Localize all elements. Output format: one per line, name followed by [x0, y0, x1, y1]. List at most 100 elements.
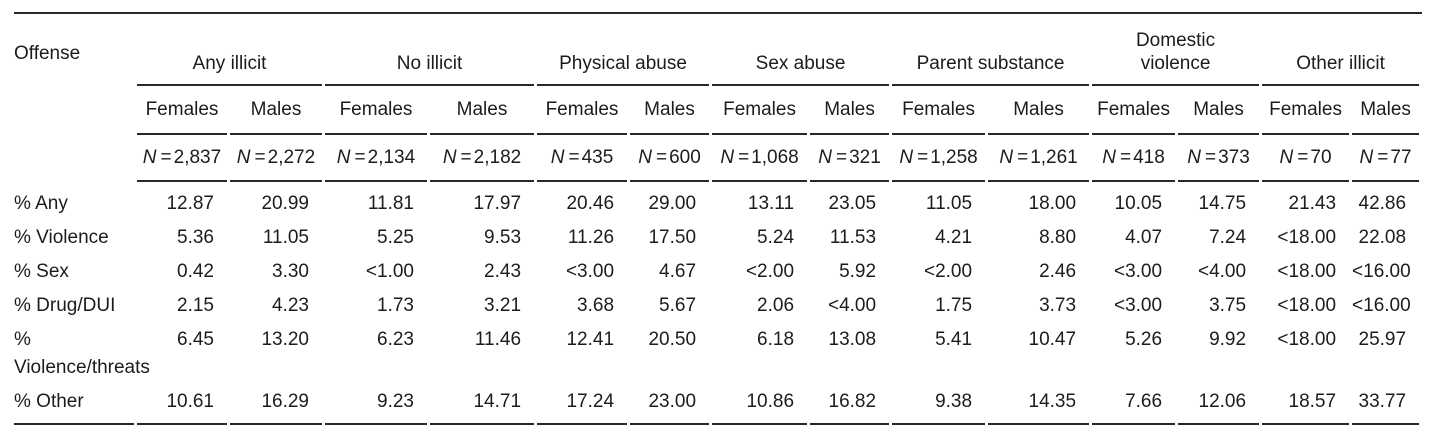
equals-sign: = — [1297, 147, 1309, 168]
group-header-label: Any illicit — [192, 53, 267, 74]
n-value: 70 — [1310, 147, 1332, 168]
group-header-any-illicit: Any illicit — [137, 14, 322, 86]
data-row-violence-threats: % Violence/threats 6.45 13.20 6.23 11.46 12.4… — [14, 323, 1419, 385]
data-cell: 20.46 — [566, 193, 615, 214]
data-cell: 14.35 — [988, 385, 1090, 425]
n-symbol: N — [999, 147, 1014, 168]
sex-header-no-illicit-females: Females — [325, 86, 427, 135]
data-cell: 4.23 — [272, 295, 309, 316]
n-symbol: N — [818, 147, 832, 168]
data-cell: 13.20 — [261, 329, 309, 350]
data-cell: 17.50 — [648, 227, 697, 248]
group-header-parent-substance: Parent substance — [892, 14, 1090, 86]
data-cell: 6.18 — [757, 329, 795, 350]
data-cell: 16.29 — [230, 385, 322, 425]
n-symbol: N — [336, 147, 351, 168]
data-cell: 3.68 — [577, 295, 615, 316]
data-cell: 23.00 — [630, 385, 710, 425]
data-cell: 18.00 — [1028, 193, 1077, 214]
equals-sign: = — [1377, 147, 1389, 168]
data-cell: 10.61 — [137, 385, 227, 425]
sample-size-no-illicit-females: N = 2,134 — [325, 135, 427, 182]
data-cell: 13.08 — [828, 329, 877, 350]
n-symbol: N — [236, 147, 251, 168]
sex-header-physical-abuse-females: Females — [537, 86, 628, 135]
data-cell: 5.25 — [377, 227, 414, 248]
data-cell: 0.42 — [177, 261, 214, 282]
data-cell: 5.41 — [935, 329, 973, 350]
row-label: % Sex — [14, 261, 69, 282]
n-value: 2,182 — [473, 147, 522, 168]
data-cell: 10.47 — [1028, 329, 1077, 350]
data-cell: 2.15 — [177, 295, 214, 316]
n-value: 321 — [849, 147, 881, 168]
data-cell: 22.08 — [1358, 227, 1407, 248]
sample-size-physical-abuse-males: N = 600 — [630, 135, 710, 182]
data-cell: 11.05 — [262, 227, 309, 248]
data-cell: 11.46 — [474, 329, 522, 350]
sex-header-sex-abuse-females: Females — [712, 86, 808, 135]
data-cell: 6.23 — [377, 329, 414, 350]
sex-header-parent-substance-males: Males — [988, 86, 1090, 135]
group-header-sex-abuse: Sex abuse — [712, 14, 890, 86]
data-cell: 11.05 — [925, 193, 973, 214]
n-symbol: N — [550, 147, 565, 168]
n-value: 418 — [1133, 147, 1165, 168]
data-cell: 14.71 — [430, 385, 535, 425]
data-cell: 2.43 — [484, 261, 522, 282]
equals-sign: = — [1120, 147, 1132, 168]
table-top-rule — [14, 12, 1422, 14]
sex-header-physical-abuse-males: Males — [630, 86, 710, 135]
group-header-label: Physical abuse — [559, 53, 687, 74]
n-symbol: N — [1187, 147, 1201, 168]
row-label: % Violence/threats — [14, 329, 150, 378]
sex-header-domestic-violence-females: Females — [1092, 86, 1176, 135]
sex-header-other-illicit-males: Males — [1352, 86, 1420, 135]
data-cell: 3.75 — [1209, 295, 1247, 316]
offense-statistics-table: Offense Any illicit No illicit Physical ab… — [11, 14, 1422, 425]
data-cell: 14.75 — [1198, 193, 1247, 214]
data-cell: 5.67 — [659, 295, 697, 316]
equals-sign: = — [160, 147, 172, 168]
data-cell: 3.21 — [484, 295, 522, 316]
row-label: % Drug/DUI — [14, 295, 116, 316]
sample-size-physical-abuse-females: N = 435 — [537, 135, 628, 182]
data-cell: 9.92 — [1209, 329, 1247, 350]
data-cell: <3.00 — [1113, 261, 1163, 282]
group-header-label: No illicit — [396, 53, 463, 74]
data-cell: 7.66 — [1092, 385, 1176, 425]
data-cell: 12.87 — [166, 193, 214, 214]
group-header-label: Sex abuse — [755, 53, 846, 74]
sex-header-domestic-violence-males: Males — [1178, 86, 1260, 135]
data-cell: 17.24 — [537, 385, 628, 425]
offense-column-header: Offense — [14, 43, 81, 64]
equals-sign: = — [836, 147, 848, 168]
data-cell: 10.86 — [712, 385, 808, 425]
data-cell: <16.00 — [1352, 261, 1411, 282]
n-symbol: N — [638, 147, 652, 168]
data-cell: 21.43 — [1288, 193, 1337, 214]
data-cell: 3.73 — [1039, 295, 1077, 316]
data-cell: 11.53 — [829, 227, 877, 248]
data-cell: 1.73 — [377, 295, 414, 316]
data-cell: 4.07 — [1125, 227, 1163, 248]
data-cell: 7.24 — [1209, 227, 1247, 248]
data-cell: 5.36 — [177, 227, 214, 248]
n-value: 2,272 — [267, 147, 316, 168]
sample-size-any-illicit-females: N = 2,837 — [137, 135, 227, 182]
sex-header-row: Females Males Females Males Females Males Fema… — [14, 86, 1420, 135]
data-cell: <4.00 — [1197, 261, 1247, 282]
data-cell: 5.92 — [839, 261, 877, 282]
data-cell: 9.53 — [484, 227, 522, 248]
data-cell: <18.00 — [1277, 329, 1337, 350]
sample-size-domestic-violence-females: N = 418 — [1092, 135, 1176, 182]
data-cell: 4.67 — [659, 261, 697, 282]
data-cell: 9.38 — [892, 385, 986, 425]
data-cell: <3.00 — [1113, 295, 1163, 316]
n-value: 373 — [1218, 147, 1250, 168]
group-header-no-illicit: No illicit — [325, 14, 535, 86]
data-cell: 5.24 — [757, 227, 795, 248]
data-cell: <18.00 — [1277, 227, 1337, 248]
data-cell: 1.75 — [935, 295, 973, 316]
data-cell: 4.21 — [935, 227, 973, 248]
